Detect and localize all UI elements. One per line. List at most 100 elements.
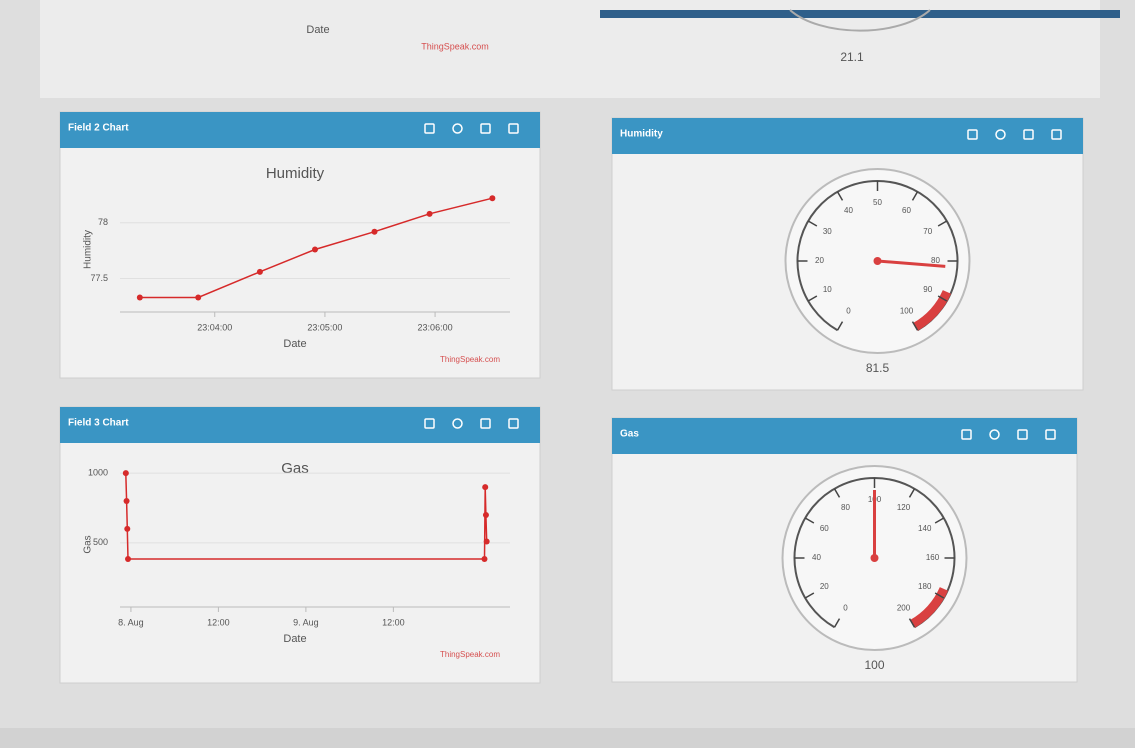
data-point bbox=[489, 195, 496, 202]
widget-title: Field 3 Chart bbox=[68, 418, 129, 429]
gauge-red-band bbox=[910, 586, 949, 628]
gauge-tick bbox=[937, 295, 948, 302]
data-point bbox=[256, 268, 263, 275]
header-icon[interactable] bbox=[989, 429, 1000, 440]
header-icon[interactable] bbox=[1045, 429, 1056, 440]
header-icon[interactable] bbox=[1023, 129, 1034, 140]
header-icon[interactable] bbox=[480, 418, 491, 429]
data-point bbox=[482, 511, 489, 518]
x-tick-label: 9. Aug bbox=[293, 617, 319, 627]
header-icon[interactable] bbox=[508, 418, 519, 429]
chart-credit: ThingSpeak.com bbox=[440, 650, 500, 659]
gauge-tick bbox=[833, 618, 841, 628]
gauge-tick bbox=[804, 517, 815, 524]
gauge-tick bbox=[836, 191, 844, 201]
data-point bbox=[481, 556, 488, 563]
top-x-label: Date bbox=[306, 24, 329, 36]
header-icon[interactable] bbox=[961, 429, 972, 440]
header-icon[interactable] bbox=[480, 123, 491, 134]
top-credit: ThingSpeak.com bbox=[421, 41, 489, 51]
gauge-tick bbox=[911, 321, 919, 331]
gauge-tick-label: 60 bbox=[820, 524, 829, 533]
y-tick-label: 1000 bbox=[88, 468, 108, 478]
gauge-tick bbox=[807, 220, 818, 227]
data-point bbox=[195, 294, 202, 301]
gauge-tick bbox=[804, 592, 815, 599]
header-icon[interactable] bbox=[1017, 429, 1028, 440]
gauge-hub bbox=[873, 257, 882, 265]
widget-panel bbox=[59, 111, 541, 379]
chart-title: Humidity bbox=[266, 165, 325, 182]
x-tick-label: 23:06:00 bbox=[418, 322, 453, 332]
gauge-tick bbox=[833, 488, 841, 498]
gauge-needle bbox=[877, 259, 946, 268]
gauge-tick bbox=[836, 321, 844, 331]
gauge-tick-label: 100 bbox=[900, 306, 914, 315]
gauge-tick-label: 120 bbox=[897, 503, 911, 512]
gauge-tick bbox=[908, 488, 916, 498]
gauge-tick bbox=[908, 618, 916, 628]
gauge-tick bbox=[937, 220, 948, 227]
data-point bbox=[482, 484, 489, 491]
x-tick-label: 23:05:00 bbox=[307, 322, 342, 332]
widget-header bbox=[60, 407, 540, 443]
gauge-tick bbox=[807, 295, 818, 302]
data-point bbox=[124, 525, 131, 532]
widget-title: Gas bbox=[620, 429, 639, 440]
data-point bbox=[426, 210, 433, 217]
gauge-tick-label: 20 bbox=[815, 256, 824, 265]
header-icon[interactable] bbox=[452, 418, 463, 429]
gauge-red-band bbox=[913, 289, 952, 331]
gauge-value: 100 bbox=[864, 658, 884, 672]
header-icon[interactable] bbox=[508, 123, 519, 134]
gauge-tick-label: 90 bbox=[923, 285, 932, 294]
gauge-tick-label: 30 bbox=[823, 227, 832, 236]
gauge-tick bbox=[934, 517, 945, 524]
gauge-value: 81.5 bbox=[866, 361, 890, 375]
gauge-tick-label: 80 bbox=[841, 503, 850, 512]
gauge-tick-label: 180 bbox=[918, 582, 932, 591]
widget-title: Field 2 Chart bbox=[68, 123, 129, 134]
widget-header bbox=[612, 118, 1083, 154]
header-icon[interactable] bbox=[967, 129, 978, 140]
gauge-tick bbox=[911, 191, 919, 201]
x-tick-label: 23:04:00 bbox=[197, 322, 232, 332]
gauge-tick-label: 0 bbox=[843, 603, 848, 612]
data-point bbox=[312, 246, 318, 253]
widget-header bbox=[612, 418, 1077, 454]
top-bar bbox=[600, 10, 1120, 18]
widget-header bbox=[60, 112, 540, 148]
data-line bbox=[125, 473, 488, 560]
gauge-tick-label: 80 bbox=[931, 256, 940, 265]
data-point bbox=[122, 470, 129, 477]
header-icon[interactable] bbox=[995, 129, 1006, 140]
header-icon[interactable] bbox=[1051, 129, 1062, 140]
y-tick-label: 78 bbox=[98, 217, 108, 227]
x-tick-label: 12:00 bbox=[382, 617, 405, 627]
gauge-tick-label: 40 bbox=[844, 206, 853, 215]
gauge-tick-label: 50 bbox=[873, 198, 882, 207]
x-axis-label: Date bbox=[283, 338, 306, 350]
gauge-tick-label: 160 bbox=[926, 553, 940, 562]
data-point bbox=[136, 294, 143, 301]
gauge-tick-label: 40 bbox=[812, 553, 821, 562]
gauge-tick-label: 10 bbox=[823, 285, 832, 294]
chart-title: Gas bbox=[281, 460, 309, 477]
header-icon[interactable] bbox=[424, 418, 435, 429]
gauge-tick-label: 0 bbox=[846, 306, 851, 315]
header-icon[interactable] bbox=[452, 123, 463, 134]
top-gauge-value: 21.1 bbox=[840, 50, 864, 64]
widget-title: Humidity bbox=[620, 129, 663, 140]
data-point bbox=[483, 538, 490, 545]
data-point bbox=[371, 228, 378, 235]
y-axis-label: Gas bbox=[83, 535, 94, 553]
data-point bbox=[125, 556, 132, 563]
gauge-tick-label: 200 bbox=[897, 603, 911, 612]
y-tick-label: 77.5 bbox=[90, 273, 108, 283]
gauge-tick-label: 70 bbox=[923, 227, 932, 236]
gauge-tick-label: 140 bbox=[918, 524, 932, 533]
gauge-tick bbox=[934, 592, 945, 599]
header-icon[interactable] bbox=[424, 123, 435, 134]
gauge-hub bbox=[870, 554, 879, 562]
